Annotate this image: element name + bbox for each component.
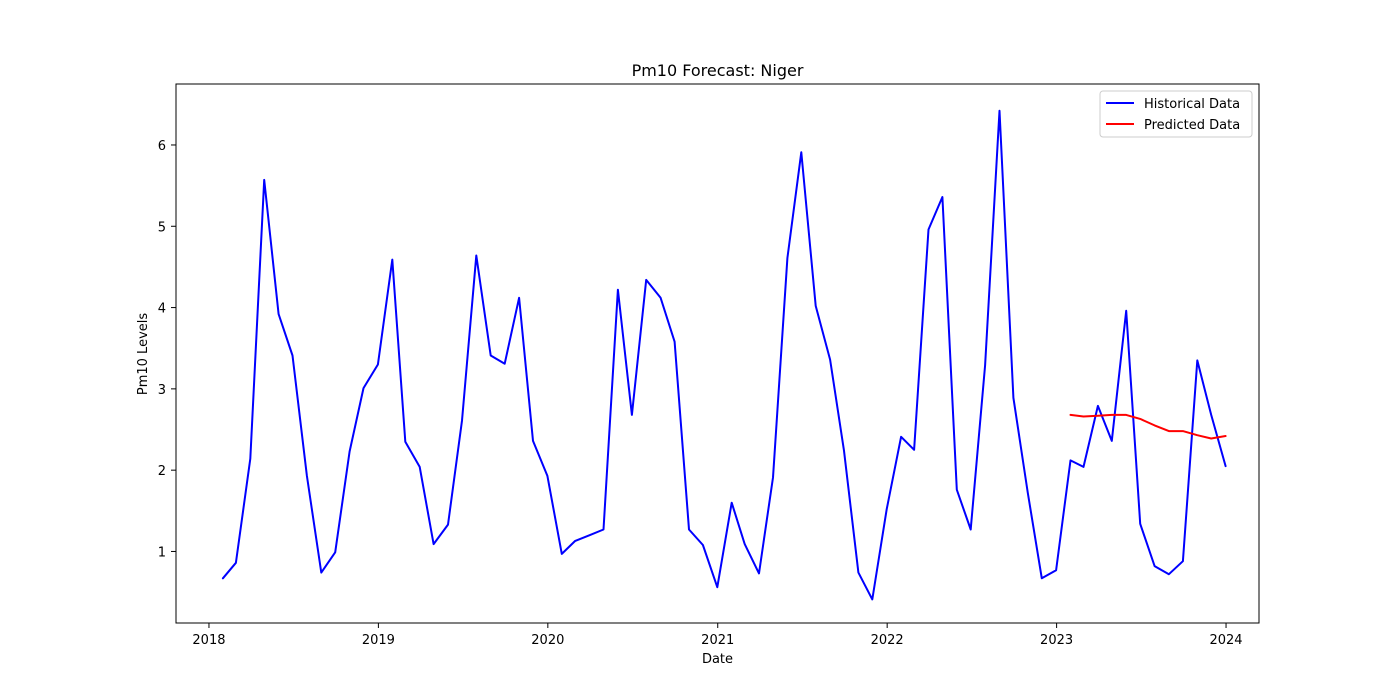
- y-tick-label: 1: [158, 545, 166, 560]
- legend-label-historical: Historical Data: [1144, 97, 1240, 112]
- y-tick-label: 2: [158, 464, 166, 479]
- legend-label-predicted: Predicted Data: [1144, 118, 1240, 133]
- x-tick-label: 2021: [701, 633, 734, 648]
- x-tick-label: 2018: [192, 633, 225, 648]
- x-axis-title: Date: [702, 652, 733, 667]
- y-tick-label: 3: [158, 383, 166, 398]
- legend: Historical Data Predicted Data: [1099, 90, 1253, 138]
- x-tick-label: 2023: [1040, 633, 1073, 648]
- x-tick-label: 2019: [362, 633, 395, 648]
- legend-box: [1099, 90, 1253, 138]
- y-axis-title: Pm10 Levels: [136, 313, 151, 395]
- y-tick-label: 4: [158, 302, 166, 317]
- y-tick-label: 6: [158, 139, 166, 154]
- y-tick-label: 5: [158, 220, 166, 235]
- plot-area: [221, 109, 1227, 601]
- series-line-predicted: [1069, 413, 1227, 440]
- x-tick-label: 2020: [531, 633, 564, 648]
- x-tick-label: 2022: [871, 633, 904, 648]
- series-line-historical: [221, 109, 1227, 601]
- axes: 2018 2019 2020 2021 2022 2023 2024 1 2 3 4 5 6: [158, 83, 1260, 648]
- x-tick-label: 2024: [1209, 633, 1242, 648]
- chart-title: Pm10 Forecast: Niger: [632, 61, 804, 80]
